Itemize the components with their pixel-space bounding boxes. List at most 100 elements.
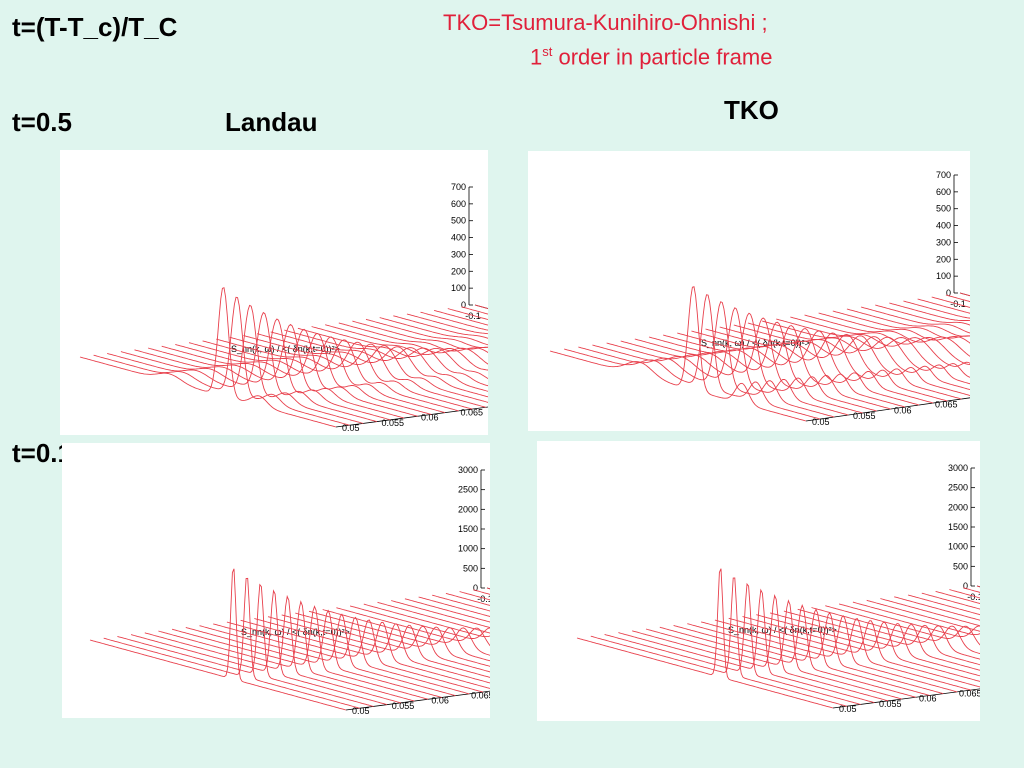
series-curve xyxy=(747,322,970,385)
series-curve xyxy=(117,583,374,707)
series-curve xyxy=(336,607,490,647)
z-tick-label: 300 xyxy=(451,249,466,259)
series-curve xyxy=(445,592,490,606)
axes: 0100200300400500600700-0.1-0.08-0.06-0.0… xyxy=(701,170,970,427)
series-curve xyxy=(576,568,834,709)
series-curve xyxy=(161,328,418,417)
chart-title: S_nn(k, ω) / <( δn(k,t=0))²> xyxy=(241,627,350,637)
k-tick-label: 0.05 xyxy=(839,704,857,714)
series-curves xyxy=(89,568,490,711)
column-label-tko: TKO xyxy=(724,95,779,125)
axes: 050010001500200025003000-0.1-0.08-0.06-0… xyxy=(241,465,490,716)
series-curve xyxy=(590,577,847,707)
chart-tko-t05: 0100200300400500600700-0.1-0.08-0.06-0.0… xyxy=(549,170,970,427)
series-curve xyxy=(832,310,970,339)
k-tick-label: 0.06 xyxy=(919,694,937,704)
series-curve xyxy=(866,599,980,632)
series-curve xyxy=(103,577,360,709)
z-tick-label: 0 xyxy=(963,581,968,591)
z-tick-label: 500 xyxy=(463,563,478,573)
k-axis-line xyxy=(335,406,488,428)
z-tick-label: 1000 xyxy=(948,542,968,552)
z-tick-label: 700 xyxy=(451,182,466,192)
series-curve xyxy=(804,314,970,357)
frame-note-text: order in particle frame xyxy=(552,44,773,70)
k-tick-label: 0.065 xyxy=(461,407,484,417)
series-curve xyxy=(606,312,863,414)
z-tick-label: 400 xyxy=(936,221,951,231)
series-curve xyxy=(604,582,861,705)
chart-tko-t01: 050010001500200025003000-0.1-0.08-0.06-0… xyxy=(576,463,980,714)
tko-definition-note: TKO=Tsumura-Kunihiro-Ohnishi ; xyxy=(443,10,768,35)
k-tick-label: 0.065 xyxy=(935,400,958,410)
series-curve xyxy=(860,306,970,334)
series-curve xyxy=(325,324,488,365)
series-curve xyxy=(618,588,875,704)
series-curve xyxy=(677,330,934,404)
series-curve xyxy=(284,329,488,387)
z-tick-label: 700 xyxy=(936,170,951,180)
series-curve xyxy=(377,601,490,634)
z-tick-label: 600 xyxy=(451,199,466,209)
chart-title: S_nn(k, ω) / <( δn(k,t=0))²> xyxy=(728,625,837,635)
series-curve xyxy=(700,615,958,693)
z-tick-label: 2000 xyxy=(458,504,478,514)
k-tick-label: 0.065 xyxy=(959,688,980,698)
k-axis-line xyxy=(832,688,980,709)
series-curve xyxy=(705,328,962,400)
series-curve xyxy=(907,594,980,616)
series-curve xyxy=(147,323,405,419)
series-curve xyxy=(393,315,488,339)
series-curve xyxy=(418,596,490,617)
series-curve xyxy=(921,592,980,610)
series-curve xyxy=(281,614,490,673)
series-curve xyxy=(852,601,980,636)
k-tick-label: 0.05 xyxy=(352,706,370,716)
series-curve xyxy=(404,598,490,623)
k-tick-label: 0.06 xyxy=(431,696,449,706)
series-curve xyxy=(254,618,490,684)
series-curve xyxy=(216,338,473,410)
omega-tick-label: -0.1 xyxy=(477,594,490,604)
series-curve xyxy=(935,590,980,604)
series-curve xyxy=(311,326,488,371)
series-curve xyxy=(433,309,488,326)
series-curve xyxy=(578,301,835,418)
axes: 0100200300400500600700-0.1-0.08-0.06-0.0… xyxy=(231,182,488,433)
series-curve xyxy=(659,604,916,698)
z-tick-label: 100 xyxy=(451,283,466,293)
k-tick-label: 0.055 xyxy=(853,411,876,421)
series-curve xyxy=(790,316,970,365)
series-curves xyxy=(79,287,488,428)
series-curves xyxy=(576,568,980,709)
series-curve xyxy=(226,619,484,693)
z-tick-label: 3000 xyxy=(458,465,478,475)
series-curve xyxy=(733,324,970,391)
series-curve xyxy=(322,609,490,656)
series-curve xyxy=(199,613,456,697)
series-curve xyxy=(213,616,470,695)
chart-title: S_nn(k, ω) / <( δn(k,t=0))²> xyxy=(231,344,340,354)
series-curve xyxy=(846,308,970,337)
series-curve xyxy=(107,304,364,424)
series-curve xyxy=(256,333,488,398)
k-tick-label: 0.05 xyxy=(342,423,360,433)
k-tick-label: 0.055 xyxy=(879,699,902,709)
series-curve xyxy=(563,294,821,420)
series-curve xyxy=(175,333,432,415)
series-curve xyxy=(308,610,490,662)
z-tick-label: 300 xyxy=(936,237,951,247)
series-curve xyxy=(240,619,490,689)
series-curve xyxy=(420,311,488,331)
omega-tick-label: -0.1 xyxy=(465,311,481,321)
series-curve xyxy=(714,617,972,691)
chart-panel-landau-t01: 050010001500200025003000-0.1-0.08-0.06-0… xyxy=(62,443,490,718)
series-curve xyxy=(756,614,980,677)
series-curve xyxy=(838,603,980,637)
series-curve xyxy=(270,331,488,392)
series-curve xyxy=(673,608,930,696)
series-curve xyxy=(825,605,980,646)
frame-note-ordinal: st xyxy=(542,44,553,59)
k-tick-label: 0.055 xyxy=(382,418,405,428)
series-curve xyxy=(894,596,980,621)
